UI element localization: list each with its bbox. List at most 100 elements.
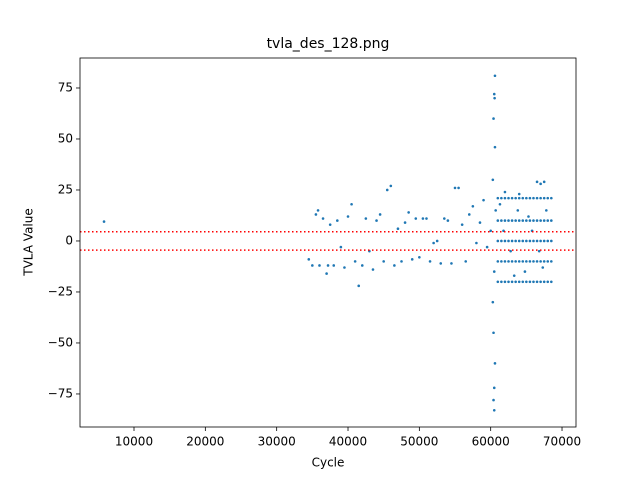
point (527, 215, 530, 218)
point (542, 280, 546, 284)
point (492, 386, 496, 390)
point (514, 280, 517, 284)
point (503, 219, 507, 222)
point (357, 284, 361, 288)
point (521, 239, 525, 243)
x-tick-label: 20000 (186, 435, 224, 449)
point (496, 196, 500, 200)
point (545, 209, 548, 212)
point (325, 272, 328, 275)
point (393, 264, 396, 267)
point (500, 260, 503, 263)
point (450, 262, 453, 265)
point (307, 258, 311, 261)
point (460, 223, 464, 226)
point (491, 178, 495, 182)
point (542, 219, 546, 222)
point (528, 196, 532, 200)
point (328, 223, 332, 226)
point (525, 196, 528, 200)
point (494, 209, 497, 212)
point (517, 280, 521, 284)
point (482, 198, 485, 202)
point (546, 280, 550, 284)
point (521, 196, 525, 200)
point (535, 280, 539, 284)
point (339, 245, 343, 249)
point (318, 264, 321, 267)
point (500, 280, 503, 284)
point (311, 264, 314, 267)
point (550, 260, 553, 263)
point (525, 260, 528, 263)
point (350, 202, 353, 206)
point (498, 202, 502, 206)
plot-frame (79, 57, 577, 428)
y-tick-label: 75 (58, 80, 73, 94)
point (336, 219, 339, 222)
point (500, 219, 503, 222)
point (489, 229, 492, 233)
point (542, 239, 546, 243)
point (539, 182, 542, 186)
point (400, 260, 403, 263)
point (546, 196, 550, 200)
y-tick-label: 25 (58, 182, 73, 196)
x-tick-label: 60000 (472, 435, 510, 449)
point (539, 219, 542, 222)
point (503, 196, 507, 200)
point (500, 239, 503, 243)
point (546, 219, 550, 222)
point (396, 227, 400, 231)
point (425, 217, 428, 220)
point (521, 219, 525, 222)
point (539, 196, 542, 200)
point (525, 280, 528, 284)
point (510, 219, 514, 222)
point (550, 196, 553, 200)
point (535, 219, 539, 222)
point (457, 186, 460, 190)
point (539, 260, 542, 263)
point (525, 239, 528, 243)
point (503, 239, 507, 243)
point (421, 217, 425, 220)
point (496, 219, 500, 222)
point (517, 260, 521, 263)
point (510, 260, 514, 263)
point (343, 266, 346, 269)
point (517, 196, 521, 200)
point (493, 145, 497, 149)
x-tick-label: 30000 (258, 435, 296, 449)
point (353, 260, 357, 263)
point (507, 239, 510, 243)
point (532, 280, 535, 284)
point (535, 180, 539, 184)
point (542, 196, 546, 200)
point (535, 260, 539, 263)
point (532, 239, 535, 243)
point (539, 239, 542, 243)
y-tick-label: 0 (65, 233, 73, 247)
point (550, 239, 553, 243)
point (485, 245, 489, 249)
point (418, 255, 421, 259)
point (332, 264, 336, 267)
point (492, 270, 496, 273)
point (453, 186, 457, 190)
point (510, 239, 514, 243)
point (517, 192, 521, 196)
point (535, 239, 539, 243)
point (507, 260, 510, 263)
point (546, 260, 550, 263)
y-tick-label: −25 (48, 284, 73, 298)
point (492, 92, 496, 96)
point (532, 196, 535, 200)
point (428, 260, 432, 263)
point (509, 249, 512, 253)
point (492, 331, 495, 335)
point (541, 266, 545, 269)
point (542, 260, 546, 263)
point (496, 239, 500, 243)
point (435, 239, 439, 243)
